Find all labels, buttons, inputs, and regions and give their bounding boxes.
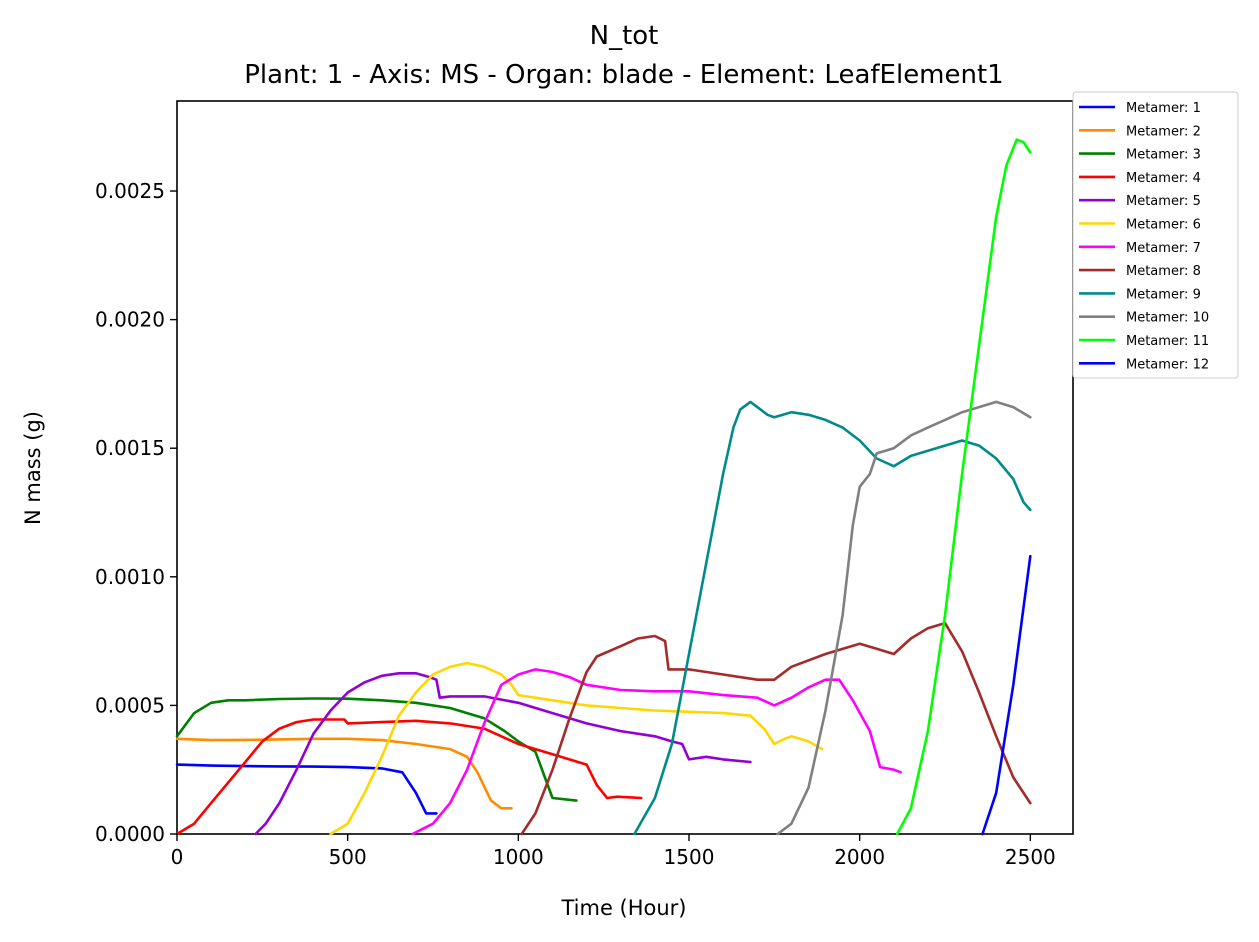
legend-label: Metamer: 8 xyxy=(1126,264,1201,279)
series-line-metamer-11 xyxy=(895,138,1032,836)
series-line-metamer-6 xyxy=(329,661,824,836)
x-axis-label: Time (Hour) xyxy=(560,896,686,920)
legend-label: Metamer: 1 xyxy=(1126,101,1201,116)
x-tick-label: 500 xyxy=(329,845,367,869)
plot-area xyxy=(175,100,1074,836)
x-tick-label: 1000 xyxy=(493,845,544,869)
legend-label: Metamer: 9 xyxy=(1126,287,1201,302)
legend-label: Metamer: 6 xyxy=(1126,218,1201,233)
x-tick-label: 1500 xyxy=(664,845,715,869)
series-line-metamer-3 xyxy=(175,697,578,802)
y-axis-label: N mass (g) xyxy=(21,411,45,525)
legend-label: Metamer: 3 xyxy=(1126,148,1201,163)
legend-label: Metamer: 7 xyxy=(1126,241,1201,256)
legend: Metamer: 1 Metamer: 2 Metamer: 3 Metamer: 4… xyxy=(1072,91,1239,379)
series-line-metamer-7 xyxy=(411,668,902,836)
series-line-metamer-5 xyxy=(254,671,752,836)
series-line-metamer-12 xyxy=(981,554,1032,836)
y-axis-ticks: 0.0000 0.0005 0.0010 0.0015 0.0020 0.0025 xyxy=(95,179,177,846)
legend-label: Metamer: 2 xyxy=(1126,124,1201,139)
legend-label: Metamer: 5 xyxy=(1126,194,1201,209)
y-tick-label: 0.0005 xyxy=(95,693,165,717)
y-tick-label: 0.0020 xyxy=(95,308,165,332)
chart-subtitle: Plant: 1 - Axis: MS - Organ: blade - Ele… xyxy=(244,60,1003,90)
x-tick-label: 0 xyxy=(171,845,184,869)
legend-label: Metamer: 10 xyxy=(1126,311,1209,326)
x-tick-label: 2500 xyxy=(1005,845,1056,869)
legend-label: Metamer: 11 xyxy=(1126,334,1209,349)
y-tick-label: 0.0010 xyxy=(95,565,165,589)
x-axis-ticks: 0 500 1000 1500 2000 2500 xyxy=(171,834,1056,869)
x-tick-label: 2000 xyxy=(834,845,885,869)
series-line-metamer-2 xyxy=(175,737,513,810)
y-tick-label: 0.0015 xyxy=(95,436,165,460)
y-tick-label: 0.0025 xyxy=(95,179,165,203)
legend-frame xyxy=(1072,91,1239,379)
series-group xyxy=(175,138,1032,836)
series-line-metamer-1 xyxy=(175,763,438,815)
legend-label: Metamer: 12 xyxy=(1126,357,1209,372)
legend-label: Metamer: 4 xyxy=(1126,171,1201,186)
chart-title: N_tot xyxy=(590,21,659,51)
series-line-metamer-4 xyxy=(175,718,643,836)
plot-frame xyxy=(176,100,1074,835)
y-tick-label: 0.0000 xyxy=(95,822,165,846)
series-line-metamer-8 xyxy=(520,621,1032,836)
series-line-metamer-9 xyxy=(633,400,1032,836)
series-line-metamer-10 xyxy=(776,400,1032,836)
